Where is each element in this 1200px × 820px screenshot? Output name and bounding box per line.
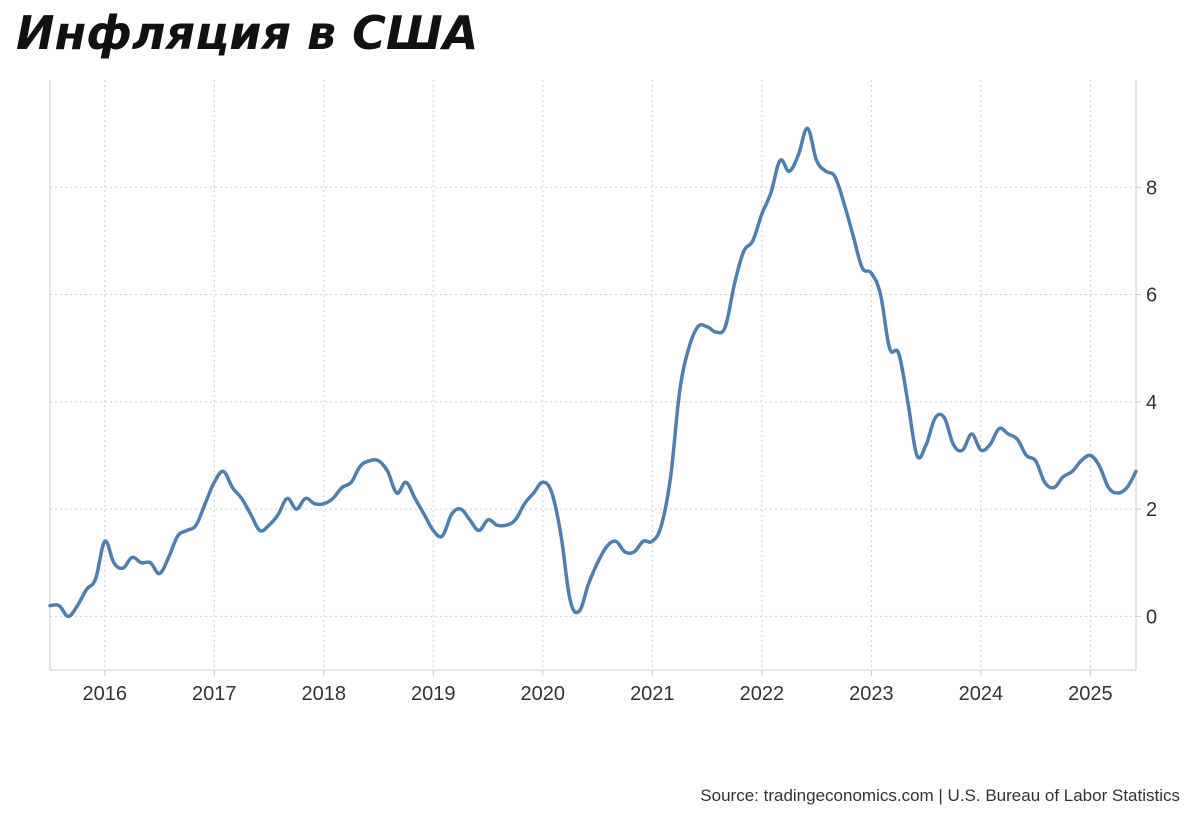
- x-tick-label: 2018: [302, 683, 347, 705]
- y-tick-label: 2: [1146, 499, 1157, 521]
- chart-title: Инфляция в США: [16, 6, 479, 60]
- tick-labels: 0 2 4 6 8 2016 2017 2018 2019 2020 2021 2022 2023 202…: [83, 177, 1158, 705]
- x-tick-label: 2022: [740, 683, 785, 705]
- x-tick-label: 2023: [849, 683, 894, 705]
- x-tick-label: 2016: [83, 683, 128, 705]
- y-tick-label: 4: [1146, 392, 1157, 414]
- y-tick-label: 0: [1146, 606, 1157, 628]
- inflation-series-line: [48, 126, 1138, 619]
- grid-layer: [50, 80, 1136, 670]
- x-tick-label: 2024: [959, 683, 1004, 705]
- axis-layer: [49, 80, 1141, 676]
- x-tick-label: 2019: [411, 683, 456, 705]
- series-layer: [48, 126, 1138, 619]
- x-tick-label: 2017: [192, 683, 237, 705]
- source-note: Source: tradingeconomics.com | U.S. Bure…: [700, 786, 1180, 805]
- y-tick-label: 8: [1146, 177, 1157, 199]
- x-tick-label: 2021: [630, 683, 675, 705]
- x-tick-label: 2020: [521, 683, 566, 705]
- x-tick-label: 2025: [1068, 683, 1113, 705]
- y-tick-label: 6: [1146, 285, 1157, 307]
